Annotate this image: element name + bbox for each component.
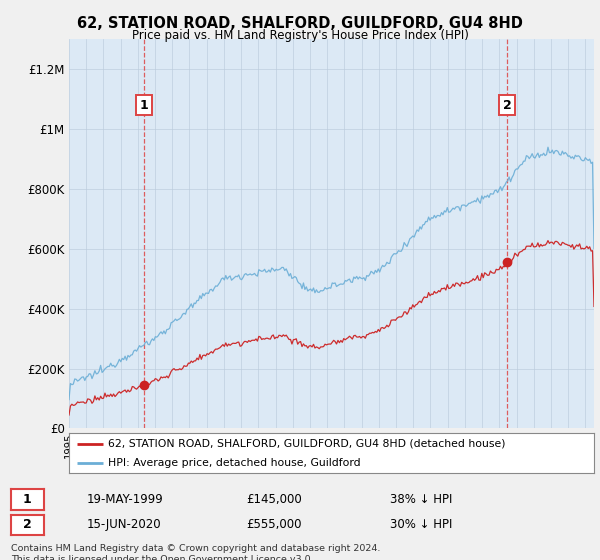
Text: 2: 2 (503, 99, 511, 111)
Text: Contains HM Land Registry data © Crown copyright and database right 2024.
This d: Contains HM Land Registry data © Crown c… (11, 544, 380, 560)
Text: £145,000: £145,000 (246, 493, 302, 506)
Text: 19-MAY-1999: 19-MAY-1999 (87, 493, 164, 506)
Text: 38% ↓ HPI: 38% ↓ HPI (390, 493, 452, 506)
Text: 62, STATION ROAD, SHALFORD, GUILDFORD, GU4 8HD (detached house): 62, STATION ROAD, SHALFORD, GUILDFORD, G… (109, 439, 506, 449)
Text: £555,000: £555,000 (246, 518, 302, 531)
Text: Price paid vs. HM Land Registry's House Price Index (HPI): Price paid vs. HM Land Registry's House … (131, 29, 469, 42)
Text: 62, STATION ROAD, SHALFORD, GUILDFORD, GU4 8HD: 62, STATION ROAD, SHALFORD, GUILDFORD, G… (77, 16, 523, 31)
Text: 2: 2 (23, 518, 32, 531)
Text: HPI: Average price, detached house, Guildford: HPI: Average price, detached house, Guil… (109, 458, 361, 468)
Text: 1: 1 (23, 493, 32, 506)
Text: 1: 1 (140, 99, 149, 111)
Text: 30% ↓ HPI: 30% ↓ HPI (390, 518, 452, 531)
Text: 15-JUN-2020: 15-JUN-2020 (87, 518, 161, 531)
